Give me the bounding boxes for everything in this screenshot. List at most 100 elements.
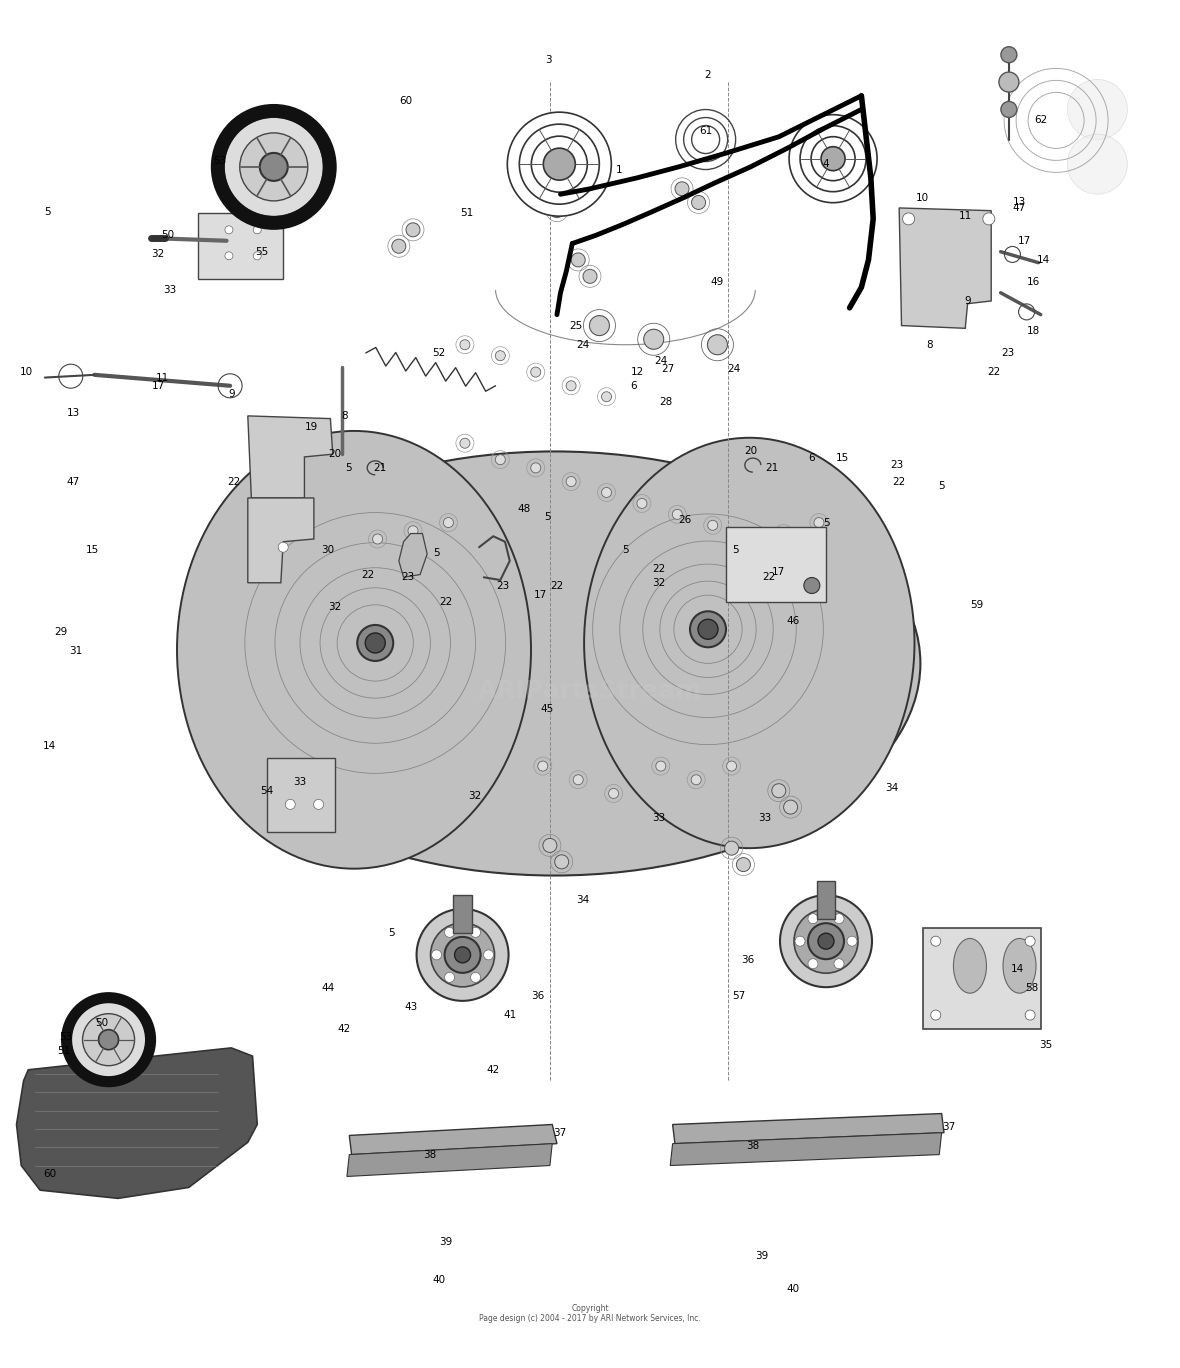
Text: 10: 10 xyxy=(916,193,930,204)
Circle shape xyxy=(999,73,1018,92)
Text: Copyright
Page design (c) 2004 - 2017 by ARI Network Services, Inc.: Copyright Page design (c) 2004 - 2017 by… xyxy=(479,1304,701,1323)
Text: 9: 9 xyxy=(228,389,235,399)
Text: 17: 17 xyxy=(151,380,165,391)
Bar xyxy=(923,928,1041,1029)
Text: 27: 27 xyxy=(661,364,675,375)
Text: 19: 19 xyxy=(304,421,319,432)
Text: 44: 44 xyxy=(321,982,335,993)
Text: 22: 22 xyxy=(227,476,241,487)
Text: 60: 60 xyxy=(399,96,413,107)
Circle shape xyxy=(789,115,877,202)
Circle shape xyxy=(445,928,454,937)
Circle shape xyxy=(1001,47,1017,63)
Circle shape xyxy=(1025,1010,1035,1021)
Circle shape xyxy=(590,316,609,335)
Circle shape xyxy=(673,509,682,520)
Circle shape xyxy=(699,620,717,639)
Circle shape xyxy=(314,799,323,810)
Bar xyxy=(198,213,283,279)
Text: 23: 23 xyxy=(890,460,904,471)
Circle shape xyxy=(903,213,914,224)
Text: 59: 59 xyxy=(970,599,984,610)
Circle shape xyxy=(795,936,805,947)
Text: 32: 32 xyxy=(651,577,666,588)
Circle shape xyxy=(83,1014,135,1066)
Text: 14: 14 xyxy=(1036,254,1050,265)
Circle shape xyxy=(254,226,261,234)
Circle shape xyxy=(609,788,618,799)
Text: 37: 37 xyxy=(942,1122,956,1133)
Circle shape xyxy=(583,269,597,283)
Text: 45: 45 xyxy=(540,703,555,714)
Circle shape xyxy=(538,761,548,772)
Circle shape xyxy=(727,761,736,772)
Text: 20: 20 xyxy=(328,449,342,460)
Circle shape xyxy=(743,531,753,542)
Text: ARIPartsStream: ARIPartsStream xyxy=(478,679,702,703)
Text: 51: 51 xyxy=(57,1045,71,1056)
Circle shape xyxy=(784,800,798,814)
Text: 24: 24 xyxy=(654,356,668,367)
Circle shape xyxy=(808,959,818,969)
Text: 5: 5 xyxy=(938,480,945,491)
Circle shape xyxy=(225,226,232,234)
Text: 4: 4 xyxy=(822,159,830,170)
Circle shape xyxy=(1068,79,1127,140)
Circle shape xyxy=(240,133,308,201)
Text: 48: 48 xyxy=(517,503,531,514)
Circle shape xyxy=(373,534,382,544)
Text: 32: 32 xyxy=(467,791,481,802)
Text: 5: 5 xyxy=(345,462,352,473)
Text: 5: 5 xyxy=(822,517,830,528)
Circle shape xyxy=(555,855,569,869)
Text: 15: 15 xyxy=(85,544,99,555)
Circle shape xyxy=(550,204,564,218)
Text: 9: 9 xyxy=(964,295,971,306)
Text: 30: 30 xyxy=(321,544,335,555)
Text: 60: 60 xyxy=(42,1168,57,1179)
Circle shape xyxy=(543,839,557,852)
Text: 33: 33 xyxy=(651,813,666,824)
Ellipse shape xyxy=(177,431,531,869)
Circle shape xyxy=(496,350,505,361)
Circle shape xyxy=(847,936,857,947)
Text: 22: 22 xyxy=(651,564,666,575)
Circle shape xyxy=(566,476,576,487)
Circle shape xyxy=(573,774,583,785)
Text: 55: 55 xyxy=(255,246,269,257)
Text: 33: 33 xyxy=(293,777,307,788)
Circle shape xyxy=(656,761,666,772)
Circle shape xyxy=(1001,101,1017,118)
Text: 26: 26 xyxy=(677,514,691,525)
Circle shape xyxy=(931,1010,940,1021)
Circle shape xyxy=(260,153,288,181)
Circle shape xyxy=(460,339,470,350)
Circle shape xyxy=(818,933,834,949)
Circle shape xyxy=(431,923,494,986)
Text: 17: 17 xyxy=(772,566,786,577)
Text: 31: 31 xyxy=(68,646,83,657)
Text: 23: 23 xyxy=(496,580,510,591)
Text: 35: 35 xyxy=(1038,1040,1053,1051)
Circle shape xyxy=(780,895,872,988)
Circle shape xyxy=(254,252,261,260)
Circle shape xyxy=(811,137,856,181)
Circle shape xyxy=(99,1030,118,1049)
Text: 12: 12 xyxy=(630,367,644,378)
Circle shape xyxy=(708,335,727,354)
Text: 24: 24 xyxy=(576,339,590,350)
Text: 5: 5 xyxy=(433,547,440,558)
Polygon shape xyxy=(248,498,314,583)
Circle shape xyxy=(602,391,611,402)
Ellipse shape xyxy=(189,451,920,876)
Bar xyxy=(817,881,835,919)
Circle shape xyxy=(225,252,232,260)
Circle shape xyxy=(471,973,480,982)
Text: 5: 5 xyxy=(44,207,51,218)
Text: 8: 8 xyxy=(341,410,348,421)
Circle shape xyxy=(691,774,701,785)
Text: 16: 16 xyxy=(1027,276,1041,287)
Circle shape xyxy=(224,116,323,218)
Circle shape xyxy=(800,126,866,192)
Text: 33: 33 xyxy=(758,813,772,824)
